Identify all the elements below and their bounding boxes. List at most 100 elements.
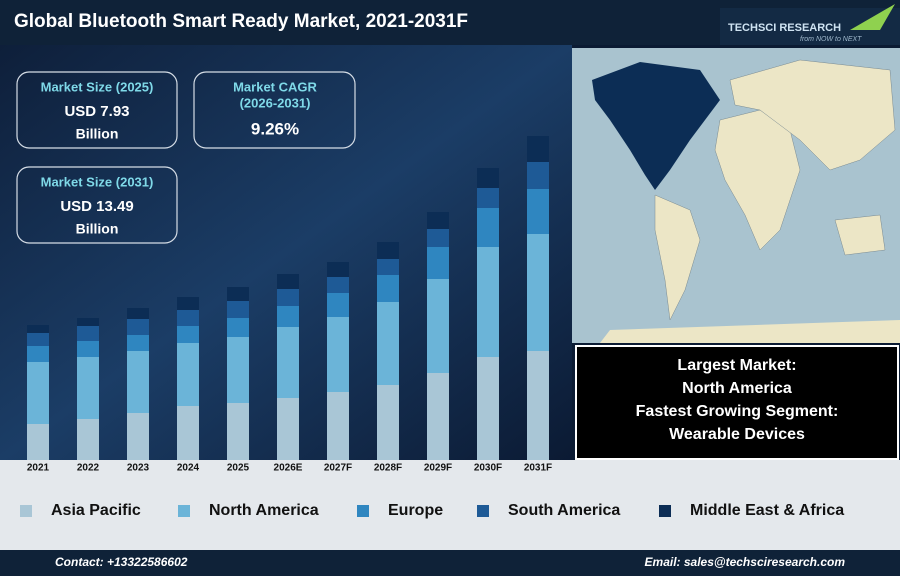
bar-segment [427,229,449,247]
stat-value: USD 13.49 [60,198,133,215]
title: Global Bluetooth Smart Ready Market, 202… [14,11,468,32]
stat-label: Market Size (2025) [41,79,154,94]
bar-segment [327,317,349,392]
legend-band [0,460,900,550]
bar-segment [527,234,549,351]
legend-swatch [357,505,369,517]
stat-unit: Billion [76,221,119,237]
x-tick-label: 2027F [324,463,352,474]
bar-segment [27,346,49,362]
map-south-america [654,194,701,321]
x-tick-label: 2022 [77,463,100,474]
map-eurasia [729,59,896,171]
bar-segment [477,357,499,460]
highlight-box [575,345,899,460]
bar-segment [227,403,249,460]
footer-email: Email: sales@techsciresearch.com [645,555,846,569]
bar-segment [477,247,499,357]
bar-segment [227,337,249,403]
x-tick-label: 2030F [474,463,502,474]
bar-segment [377,242,399,259]
bar-segment [327,293,349,317]
bar-segment [527,189,549,234]
bar-segment [277,274,299,289]
bar-segment [27,325,49,333]
tagline: from NOW to NEXT [800,36,862,43]
x-tick-label: 2026E [274,463,303,474]
bar-segment [477,168,499,188]
chart: 2021 2022 2023 2024 2025 2026E 2027F 2028F 2029F… [20,136,844,519]
bar-segment [127,413,149,460]
stat-value: USD 7.93 [64,103,129,120]
x-tick-label: 2021 [27,463,50,474]
bar-segment [177,297,199,310]
bar-segment [177,326,199,343]
bar-segment [327,392,349,460]
legend-swatch [20,505,32,517]
highlight-text: Largest Market: [677,357,796,374]
bar-segment [377,302,399,385]
bar-segment [527,136,549,162]
bar-segment [27,424,49,460]
logo: TECHSCI RESEARCH [728,22,841,34]
bar-segment [527,351,549,460]
footer-contact: Contact: +13322586602 [55,555,188,569]
bar-segment [527,162,549,189]
map-north-america [592,62,720,190]
bar-segment [477,208,499,247]
bar-segment [227,301,249,318]
legend-label: Europe [388,502,443,519]
stat-box [16,166,178,244]
legend-label: Middle East & Africa [690,502,844,519]
bar-segment [427,212,449,229]
logo-bg [720,8,900,45]
stat-unit: Billion [76,126,119,142]
stat-box [193,71,356,149]
stat-sublabel: (2026-2031) [240,95,311,110]
bar-segment [177,310,199,326]
bar-segment [127,319,149,335]
bar-segment [277,306,299,327]
legend-swatch [477,505,489,517]
highlight-text: North America [682,380,792,397]
x-tick-label: 2025 [227,463,250,474]
bar-segment [277,327,299,398]
x-tick-label: 2023 [127,463,150,474]
map-antarctica [600,320,900,343]
bar-segment [377,385,399,460]
stat-label: Market Size (2031) [41,174,154,189]
legend-label: South America [508,502,620,519]
bar-segment [277,289,299,306]
legend-swatch [659,505,671,517]
stat-label: Market CAGR [233,79,317,94]
logo-mark [850,4,895,30]
stat-box [16,71,178,149]
bar-segment [277,398,299,460]
bar-segment [477,188,499,208]
bar-segment [227,287,249,301]
bar-segment [177,343,199,406]
bar-segment [427,373,449,460]
bar-segment [27,362,49,424]
stat-value: 9.26% [251,119,299,138]
bar-segment [77,326,99,341]
bar-segment [327,277,349,293]
x-tick-label: 2024 [177,463,200,474]
bar-segment [427,247,449,279]
highlight-text: Wearable Devices [669,426,805,443]
bar-segment [327,262,349,277]
bar-segment [27,333,49,346]
bar-segment [427,279,449,373]
legend-swatch [178,505,190,517]
x-tick-label: 2028F [374,463,402,474]
bar-segment [127,308,149,319]
bar-segment [227,318,249,337]
bar-segment [127,335,149,351]
bar-segment [127,351,149,413]
highlight-text: Fastest Growing Segment: [636,403,839,420]
legend-label: North America [209,502,319,519]
x-tick-label: 2029F [424,463,452,474]
legend-label: Asia Pacific [51,502,141,519]
footer-bar [0,550,900,576]
